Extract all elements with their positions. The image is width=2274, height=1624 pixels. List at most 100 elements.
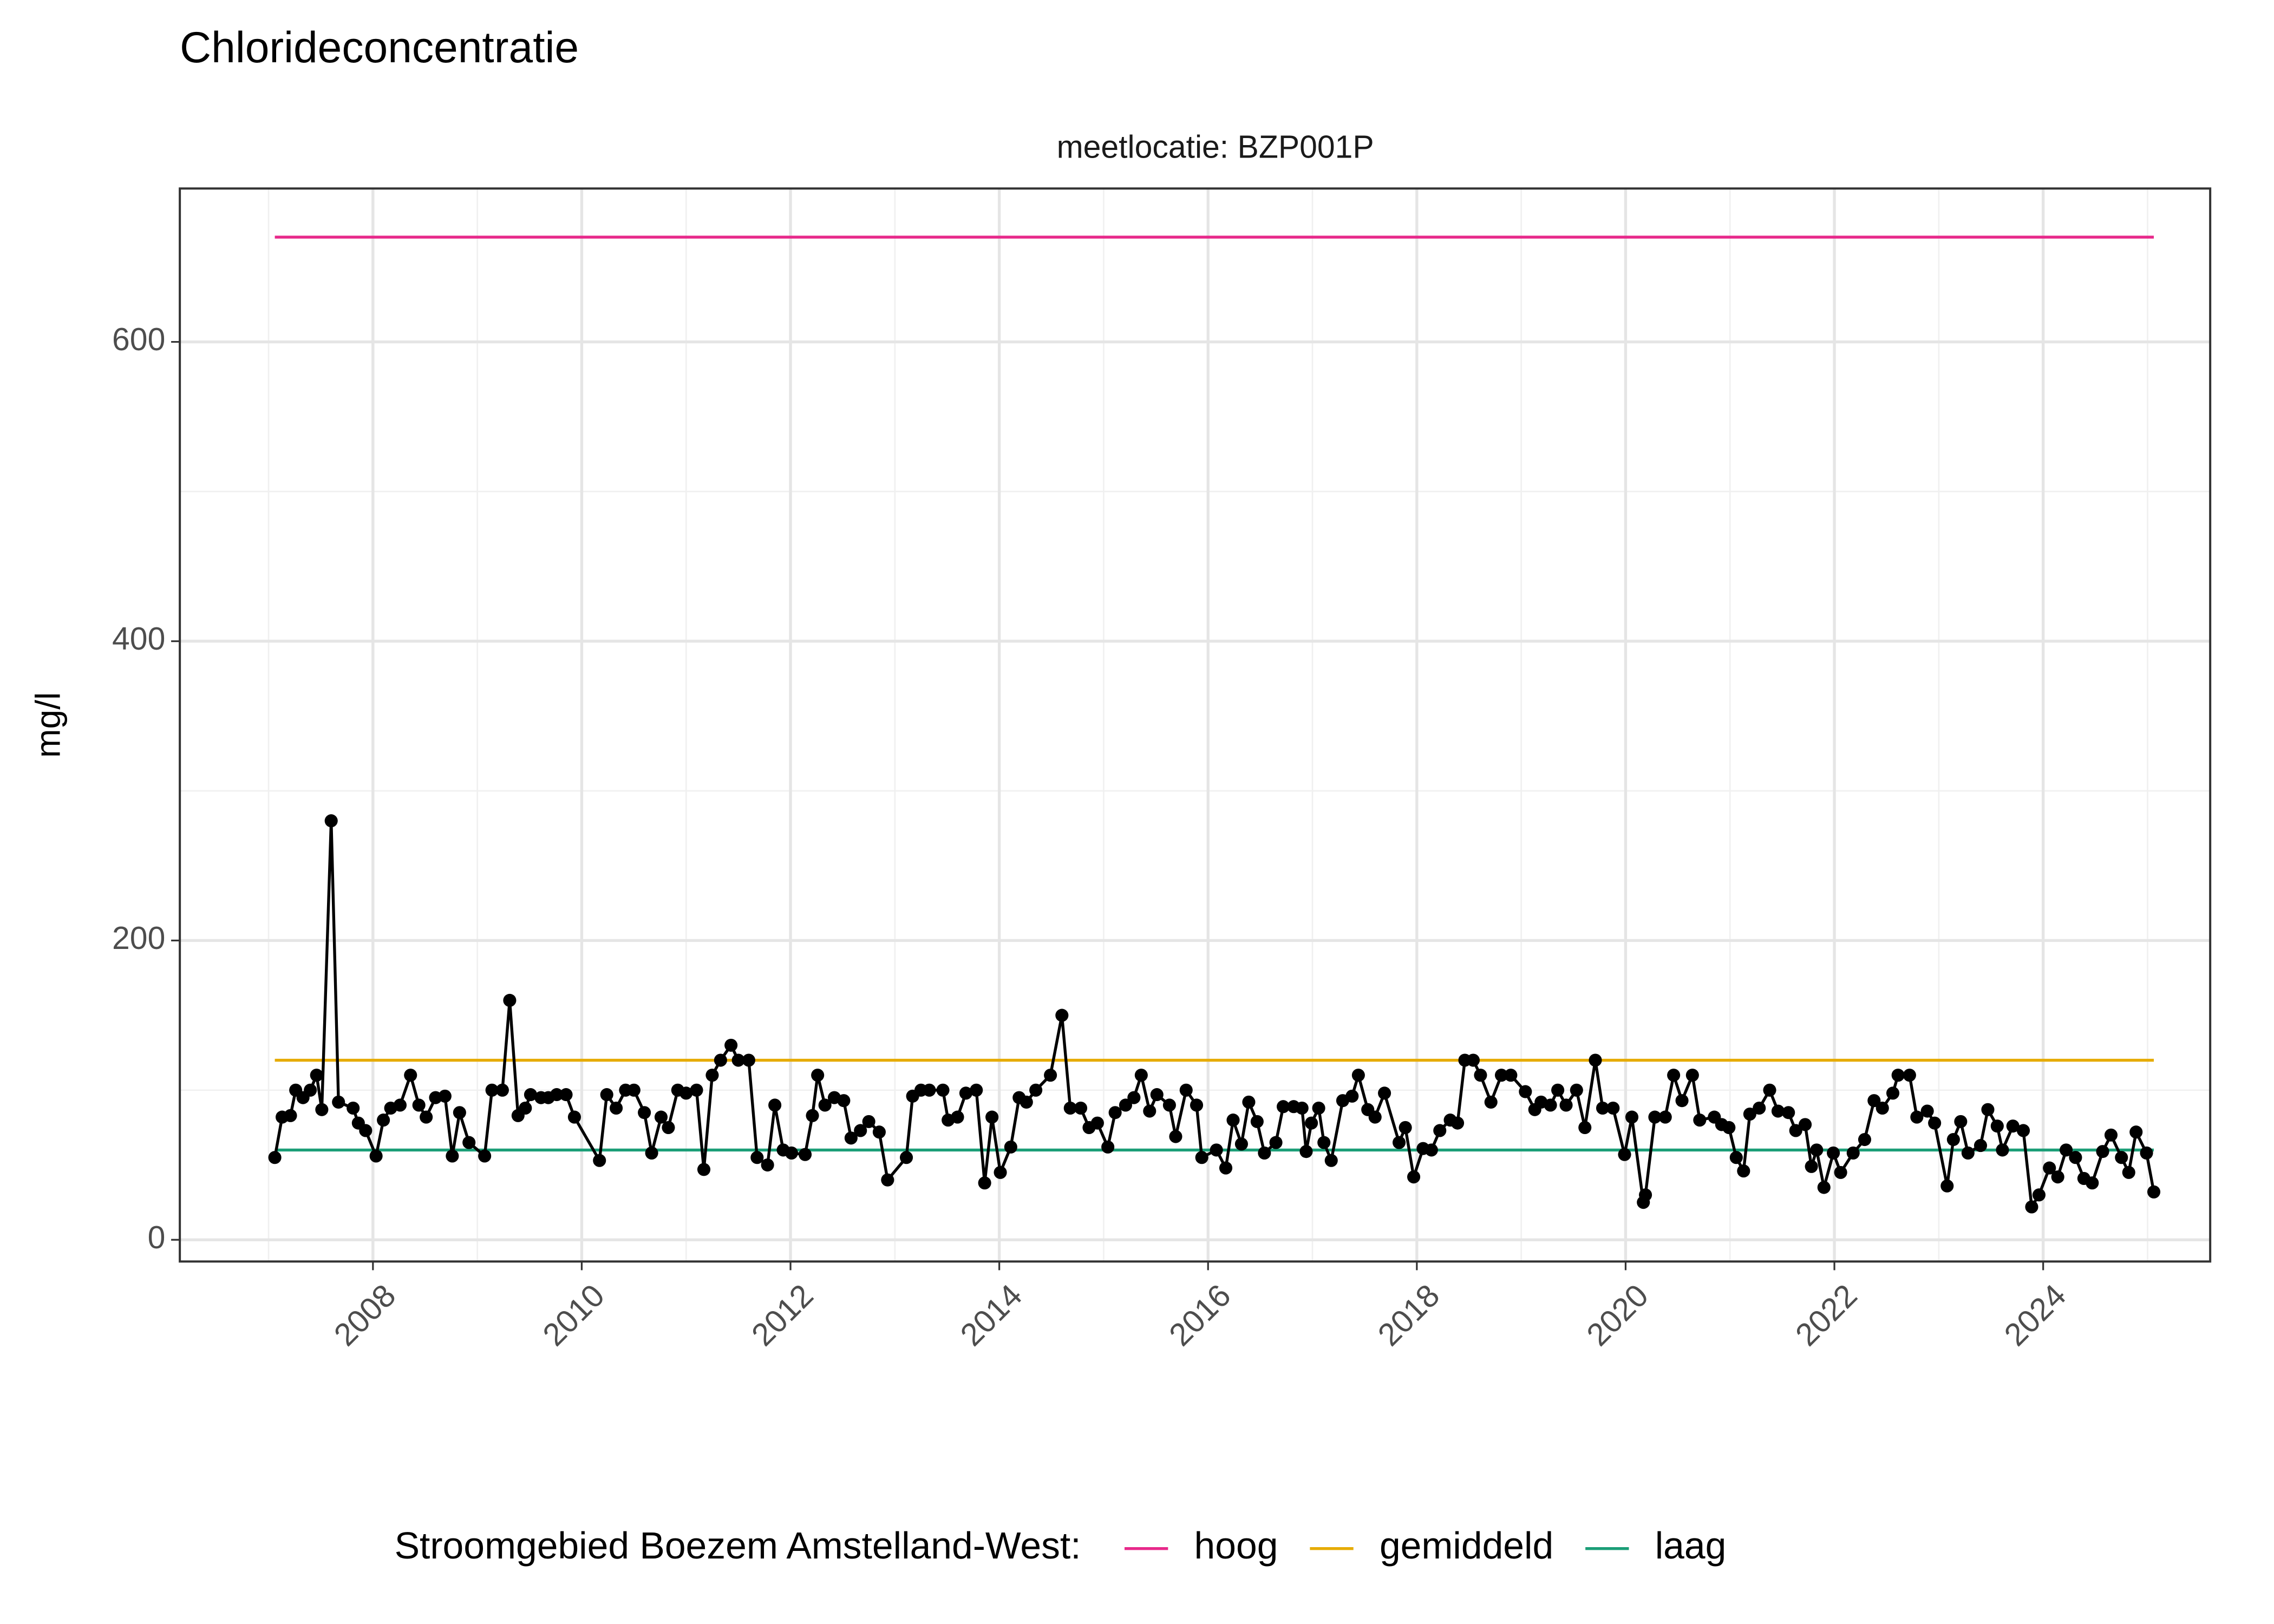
data-point [2086,1176,2099,1190]
data-point [1368,1110,1382,1124]
data-point [1351,1069,1365,1082]
data-point [1996,1143,2009,1157]
data-point [524,1088,538,1102]
data-point [1277,1100,1290,1114]
data-point [347,1101,360,1115]
data-line [273,821,2155,1212]
data-point [1519,1085,1532,1098]
data-point [1210,1143,1223,1157]
data-point [310,1069,323,1082]
data-point [985,1110,999,1124]
data-point [1685,1069,1699,1082]
data-point [1305,1116,1318,1130]
data-point [412,1098,426,1112]
data-point [1799,1118,1812,1131]
data-point [1378,1086,1391,1100]
panel-subtitle: meetlocatie: BZP001P [1057,129,1374,165]
data-point [1658,1110,1672,1124]
data-point [1981,1103,1995,1116]
data-point [404,1069,417,1082]
legend-label: laag [1655,1524,1727,1567]
data-point [1242,1095,1256,1109]
data-point [1639,1188,1652,1202]
data-point [714,1053,727,1067]
data-point [2016,1124,2030,1137]
data-point [324,814,338,828]
data-point [697,1163,711,1176]
data-point [1299,1145,1313,1158]
data-point [1782,1106,1795,1119]
data-point [768,1098,782,1112]
data-point [872,1125,886,1139]
data-point [1903,1069,1916,1082]
data-point [1226,1114,1240,1127]
data-point [1108,1106,1122,1119]
y-tick-label: 600 [112,322,165,357]
data-point [315,1103,329,1116]
data-point [485,1083,499,1097]
data-point [1910,1110,1924,1124]
data-point [519,1101,532,1115]
data-point [2096,1145,2109,1158]
data-point [268,1151,282,1164]
data-point [1729,1151,1743,1164]
data-point [550,1088,564,1102]
data-point [978,1176,991,1190]
data-point [1179,1083,1193,1097]
data-point [1424,1143,1438,1157]
data-point [761,1158,774,1172]
data-point [862,1115,875,1128]
data-point [806,1109,819,1122]
data-point [1345,1089,1359,1103]
data-point [970,1083,983,1097]
data-point [2122,1165,2135,1179]
data-point [1846,1146,1860,1160]
data-point [1474,1069,1487,1082]
data-point [1150,1088,1164,1102]
data-point [750,1151,764,1164]
data-point [2032,1188,2046,1202]
data-point [2104,1128,2118,1142]
data-point [1544,1098,1557,1112]
data-point [1399,1121,1412,1134]
data-point [923,1083,936,1097]
data-point [1693,1114,1707,1127]
chart-title: Chlorideconcentratie [180,23,579,72]
data-point [1101,1140,1115,1154]
data-point [462,1136,476,1149]
data-point [1029,1083,1043,1097]
data-point [446,1149,459,1163]
data-point [1312,1101,1325,1115]
data-point [1433,1124,1447,1137]
legend-label: gemiddeld [1380,1524,1553,1567]
data-point [1324,1154,1338,1167]
data-point [420,1110,433,1124]
data-point [1393,1136,1406,1149]
y-axis-label: mg/l [29,692,68,758]
y-tick-label: 0 [148,1220,166,1255]
data-point [2115,1151,2128,1164]
data-point [284,1109,297,1122]
data-point [1004,1140,1017,1154]
data-point [1090,1116,1104,1130]
data-point [1143,1104,1156,1118]
data-point [1450,1116,1465,1130]
data-point [798,1148,812,1161]
data-point [844,1131,858,1145]
data-point [304,1083,317,1097]
data-point [1886,1086,1900,1100]
data-point [638,1106,651,1119]
data-point [1589,1053,1602,1067]
data-point [438,1089,452,1103]
data-point [1625,1110,1639,1124]
data-point [994,1165,1007,1179]
data-point [1876,1101,1889,1115]
data-point [1295,1101,1309,1115]
data-point [731,1053,745,1067]
data-point [1928,1116,1942,1130]
data-point [1466,1053,1480,1067]
data-point [610,1101,623,1115]
data-point [1920,1104,1934,1118]
data-point [1195,1151,1208,1164]
data-point [2043,1161,2056,1175]
